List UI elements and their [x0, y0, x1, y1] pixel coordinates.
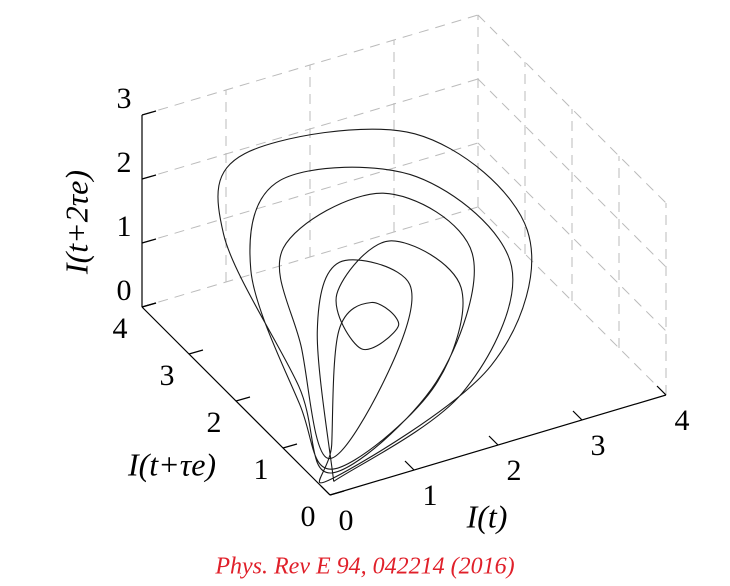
grid-line — [477, 14, 667, 204]
z-tick-label: 1 — [117, 210, 132, 243]
z-tick-label: 2 — [117, 146, 132, 179]
x-tick-label: 2 — [507, 454, 522, 487]
tick-mark — [404, 460, 415, 471]
tick-mark — [188, 349, 204, 355]
tick-mark — [320, 485, 331, 496]
tick-mark — [141, 174, 157, 180]
x-axis-label: I(t) — [466, 498, 508, 534]
x-tick-label: 4 — [675, 404, 690, 437]
grid-line — [477, 78, 667, 268]
tick-mark — [141, 110, 157, 116]
grid-line — [477, 206, 667, 396]
tick-mark — [141, 238, 157, 244]
source: Phys. Rev E 94, 042214 (2016) — [214, 554, 514, 580]
x-tick-label: 3 — [591, 429, 606, 462]
trajectory — [217, 128, 533, 484]
grid-line — [141, 14, 479, 116]
grid-line — [141, 142, 479, 244]
y-tick-label: 2 — [207, 406, 222, 439]
y-tick-label: 4 — [113, 312, 128, 345]
y-tick-label: 3 — [160, 359, 175, 392]
grid-line — [141, 206, 479, 308]
tick-mark — [488, 435, 499, 446]
tick-mark — [656, 385, 667, 396]
x-tick-label: 1 — [423, 479, 438, 512]
z-axis-label: I(t+2τe) — [58, 170, 94, 275]
x-tick-label: 0 — [339, 504, 354, 537]
z-tick-label: 3 — [117, 82, 132, 115]
tick-mark — [282, 443, 298, 449]
tick-mark — [572, 410, 583, 421]
tick-mark — [235, 396, 251, 402]
tick-mark — [329, 490, 345, 496]
grid-line — [477, 142, 667, 332]
z-tick-label: 0 — [117, 274, 132, 307]
y-tick-label: 0 — [301, 500, 316, 533]
y-axis-label: I(t+τe) — [127, 446, 216, 482]
y-tick-label: 1 — [254, 453, 269, 486]
grid-line — [141, 78, 479, 180]
tick-mark — [141, 302, 157, 308]
